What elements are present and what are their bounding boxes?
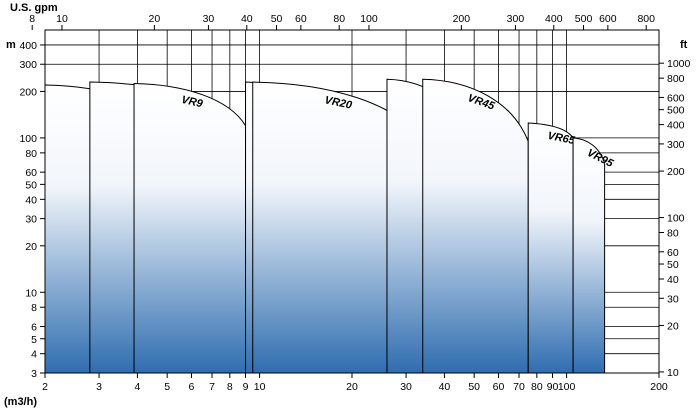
tick-label-top: 50: [271, 13, 283, 25]
tick-label-left: 50: [25, 179, 37, 191]
tick-label-bottom: 60: [493, 381, 505, 393]
tick-label-bottom: 90: [547, 381, 559, 393]
series-area-vr9: [133, 83, 247, 374]
tick-label-top: 100: [360, 13, 378, 25]
series-label-vr65: VR65: [546, 130, 576, 147]
tick-label-top: 60: [295, 13, 307, 25]
tick-label-right: 500: [667, 105, 685, 117]
tick-label-right: 800: [667, 73, 685, 85]
tick-label-bottom: 20: [346, 381, 358, 393]
tick-label-left: 80: [25, 148, 37, 160]
left-axis-unit: m: [6, 39, 16, 51]
tick-label-top: 20: [149, 13, 161, 25]
tick-label-top: 400: [545, 13, 563, 25]
tick-label-left: 8: [31, 302, 37, 314]
tick-label-right: 1000: [667, 58, 691, 70]
tick-label-right: 60: [667, 247, 679, 259]
tick-label-bottom: 7: [209, 381, 215, 393]
tick-label-left: 10: [25, 287, 37, 299]
tick-label-bottom: 80: [531, 381, 543, 393]
tick-label-right: 300: [667, 139, 685, 151]
tick-label-top: 40: [241, 13, 253, 25]
series-area-vr65: [527, 122, 574, 374]
tick-label-left: 5: [31, 334, 37, 346]
tick-label-bottom: 6: [189, 381, 195, 393]
tick-label-left: 30: [25, 214, 37, 226]
tick-label-right: 100: [667, 213, 685, 225]
tick-label-bottom: 8: [227, 381, 233, 393]
tick-label-top: 80: [333, 13, 345, 25]
tick-label-right: 600: [667, 92, 685, 104]
tick-label-left: 40: [25, 194, 37, 206]
tick-label-bottom: 4: [134, 381, 140, 393]
tick-label-bottom: 10: [254, 381, 266, 393]
tick-label-left: 400: [19, 40, 37, 52]
tick-label-bottom: 70: [513, 381, 525, 393]
series-area-vr45: [422, 78, 529, 374]
tick-label-bottom: 100: [558, 381, 576, 393]
series-label-vr9: VR9: [180, 94, 204, 111]
series-label-vr20: VR20: [324, 94, 354, 112]
top-axis-unit: U.S. gpm: [10, 2, 58, 14]
tick-label-right: 80: [667, 228, 679, 240]
tick-label-bottom: 200: [650, 381, 668, 393]
tick-label-left: 6: [31, 322, 37, 334]
tick-label-bottom: 2: [42, 381, 48, 393]
tick-label-right: 400: [667, 120, 685, 132]
tick-label-top: 30: [203, 13, 215, 25]
tick-label-left: 20: [25, 241, 37, 253]
tick-label-right: 30: [667, 293, 679, 305]
bottom-axis-unit: (m3/h): [4, 396, 37, 408]
tick-label-top: 10: [56, 13, 68, 25]
tick-label-top: 500: [575, 13, 593, 25]
tick-label-left: 3: [31, 368, 37, 380]
tick-label-bottom: 9: [243, 381, 249, 393]
series-areas: VR3VR5VR9VR15VR20VR30VR45VR65VR95: [44, 78, 616, 374]
tick-label-left: 4: [31, 349, 37, 361]
tick-label-bottom: 30: [400, 381, 412, 393]
tick-label-bottom: 40: [439, 381, 451, 393]
tick-label-top: 200: [453, 13, 471, 25]
tick-label-top: 300: [507, 13, 525, 25]
tick-label-top: 600: [599, 13, 617, 25]
tick-label-bottom: 3: [96, 381, 102, 393]
tick-label-right: 200: [667, 166, 685, 178]
tick-label-right: 20: [667, 320, 679, 332]
tick-label-top: 800: [637, 13, 655, 25]
tick-label-top: 8: [29, 13, 35, 25]
right-axis-unit: ft: [680, 39, 688, 51]
tick-label-right: 50: [667, 259, 679, 271]
tick-label-bottom: 50: [468, 381, 480, 393]
tick-label-left: 300: [19, 59, 37, 71]
tick-label-right: 10: [667, 367, 679, 379]
tick-label-right: 40: [667, 274, 679, 286]
tick-label-left: 60: [25, 167, 37, 179]
tick-label-bottom: 5: [164, 381, 170, 393]
series-area-vr95: [572, 137, 606, 374]
tick-label-left: 100: [19, 133, 37, 145]
tick-label-left: 200: [19, 86, 37, 98]
